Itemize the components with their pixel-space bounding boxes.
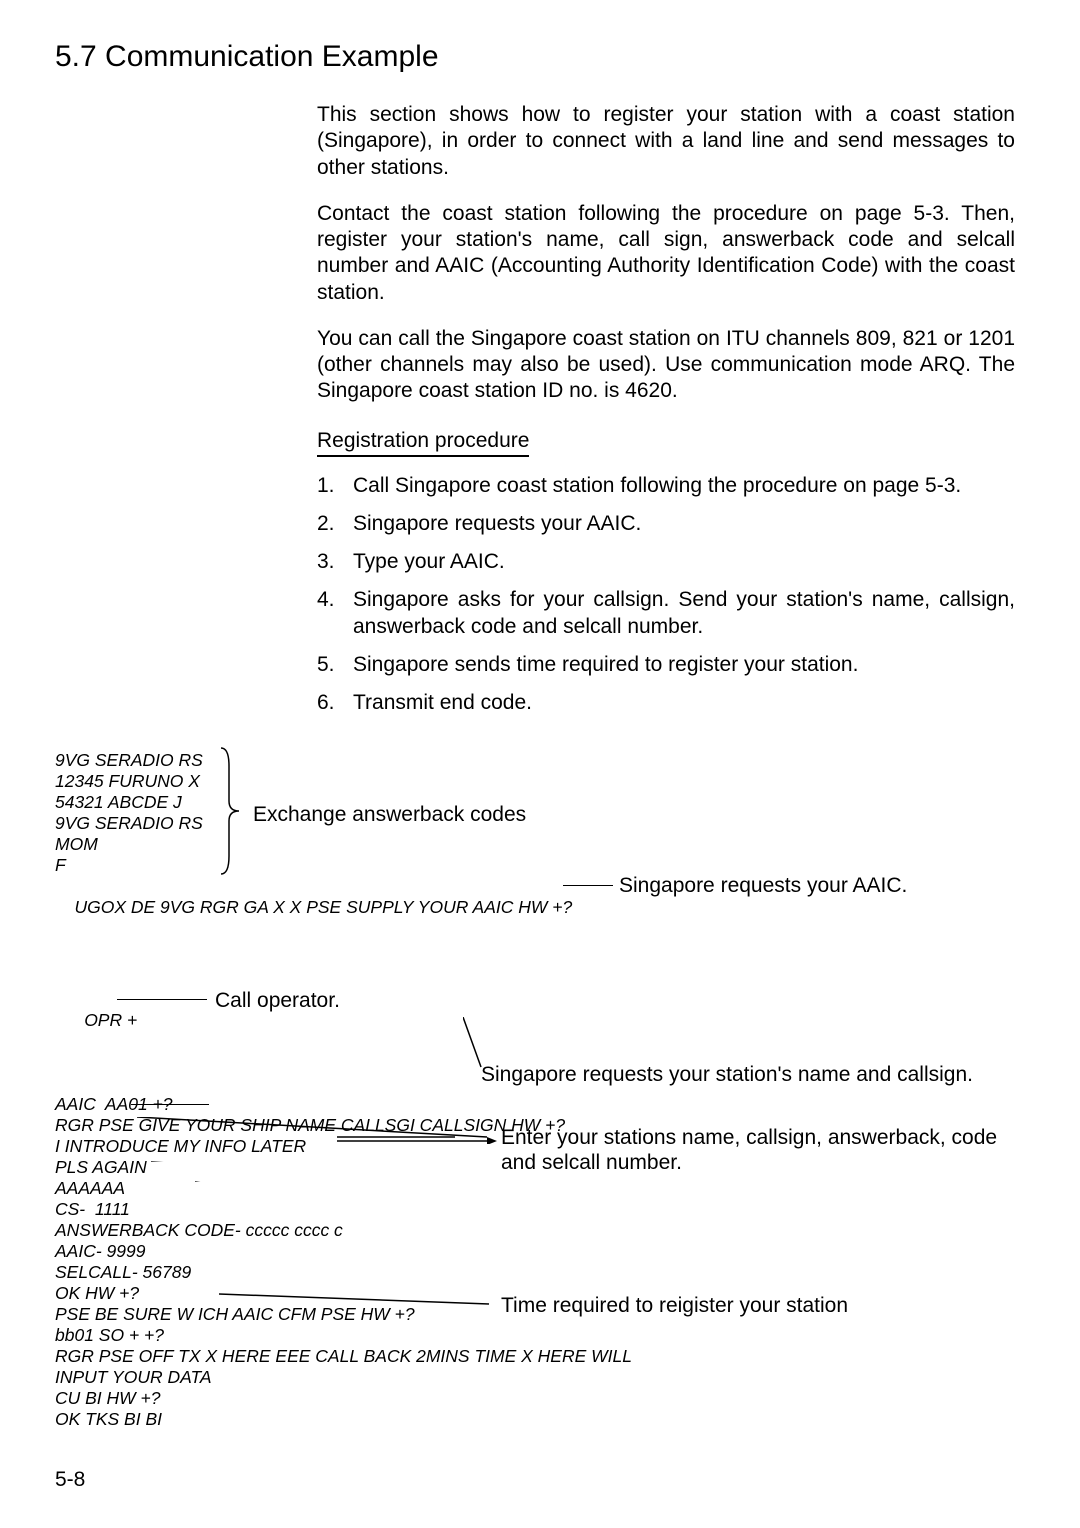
time-required-label: Time required to reigister your station [501, 1293, 848, 1318]
ex-line: AAIC- 9999 [55, 1241, 1025, 1262]
ex-line: OK TKS BI BI [55, 1409, 1025, 1430]
leader-line [131, 1104, 209, 1105]
leader-line [337, 1136, 497, 1144]
registration-subhead: Registration procedure [317, 429, 529, 457]
paragraph-1: This section shows how to register your … [317, 102, 1015, 181]
step-5-text: Singapore sends time required to registe… [353, 653, 858, 676]
step-1-text: Call Singapore coast station following t… [353, 474, 961, 497]
ugox-text: UGOX DE 9VG RGR GA X X PSE SUPPLY YOUR A… [74, 897, 572, 917]
step-6: 6.Transmit end code. [317, 690, 1015, 716]
singapore-requests-label: Singapore requests your AAIC. [619, 873, 907, 898]
ex-line: bb01 SO + +? [55, 1325, 1025, 1346]
section-title: 5.7 Communication Example [55, 40, 1025, 74]
example-block: Exchange answerback codes 9VG SERADIO RS… [55, 750, 1025, 1430]
body-text: This section shows how to register your … [317, 102, 1015, 716]
step-3-text: Type your AAIC. [353, 550, 505, 573]
ex-line: 54321 ABCDE J [55, 792, 1025, 813]
req-name-label: Singapore requests your station's name a… [481, 1062, 973, 1087]
step-6-text: Transmit end code. [353, 691, 532, 714]
brace-icon [219, 746, 243, 876]
leader-line [117, 999, 207, 1000]
leader-line [563, 885, 613, 886]
paragraph-3: You can call the Singapore coast station… [317, 326, 1015, 405]
ex-line-ugox: UGOX DE 9VG RGR GA X X PSE SUPPLY YOUR A… [55, 876, 1025, 981]
step-4: 4.Singapore asks for your callsign. Send… [317, 587, 1015, 640]
paragraph-2: Contact the coast station following the … [317, 201, 1015, 306]
call-operator-label: Call operator. [215, 988, 340, 1013]
example-block-2: OPR + Call operator. AAIC AA01 +? RGR PS… [55, 989, 1025, 1430]
page-number: 5-8 [55, 1468, 85, 1492]
ex-line: RGR PSE OFF TX X HERE EEE CALL BACK 2MIN… [55, 1346, 1025, 1367]
opr-text: OPR + [84, 1010, 137, 1030]
exchange-label: Exchange answerback codes [253, 802, 526, 827]
ex-line: 12345 FURUNO X [55, 771, 1025, 792]
step-2: 2.Singapore requests your AAIC. [317, 511, 1015, 537]
step-5: 5.Singapore sends time required to regis… [317, 652, 1015, 678]
step-2-text: Singapore requests your AAIC. [353, 512, 641, 535]
ex-line: MOM [55, 834, 1025, 855]
enter-stations-label: Enter your stations name, callsign, answ… [501, 1125, 1025, 1175]
ex-line: 9VG SERADIO RS [55, 750, 1025, 771]
steps-list: 1.Call Singapore coast station following… [317, 473, 1015, 717]
ex-line: CU BI HW +? [55, 1388, 1025, 1409]
step-4-text: Singapore asks for your callsign. Send y… [353, 588, 1015, 637]
leader-line [219, 1292, 499, 1312]
ex-line: 9VG SERADIO RS [55, 813, 1025, 834]
ex-line: INPUT YOUR DATA [55, 1367, 1025, 1388]
ex-line: SELCALL- 56789 [55, 1262, 1025, 1283]
step-1: 1.Call Singapore coast station following… [317, 473, 1015, 499]
step-3: 3.Type your AAIC. [317, 549, 1015, 575]
leader-line [195, 1181, 495, 1231]
